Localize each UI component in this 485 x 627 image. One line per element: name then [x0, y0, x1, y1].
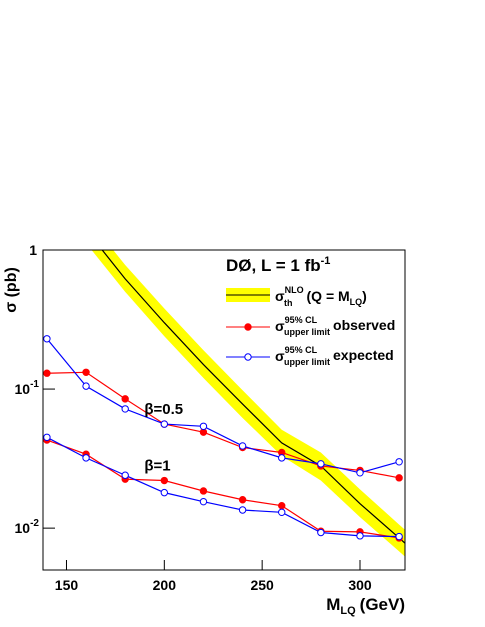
y-axis-label: σ (pb): [3, 267, 20, 313]
series-line: [46, 436, 400, 538]
data-point: [43, 433, 51, 441]
legend: σNLO th (Q = MLQ)σ95% CL upper limit observe…: [226, 285, 395, 367]
legend-entry: σ95% CL upper limit expected: [275, 345, 394, 367]
y-tick-exp: -1: [30, 379, 39, 390]
theory-line: [101, 250, 405, 545]
frame: [42, 249, 406, 571]
legend-title-main: DØ, L = 1 fb: [226, 256, 321, 275]
data-point: [395, 458, 403, 466]
legend-title-sup: -1: [321, 255, 331, 267]
data-point: [238, 496, 247, 504]
group-label: β=0.5: [144, 401, 183, 418]
sup: NLO: [285, 285, 304, 295]
data-point: [43, 369, 51, 377]
data-point: [82, 368, 90, 377]
data-point: [160, 420, 169, 428]
legend-marker: [244, 323, 252, 331]
data-point: [356, 469, 364, 477]
y-tick-exp: -2: [30, 518, 39, 529]
x-tick-label: 300: [348, 577, 372, 593]
data-point: [82, 382, 90, 390]
data-point: [199, 487, 208, 495]
data-point: [199, 422, 208, 430]
data-point: [238, 506, 247, 514]
y-tick-label: 10-1: [15, 379, 40, 397]
sym: σ: [275, 318, 285, 334]
x-tick-label: 150: [55, 577, 79, 593]
data-point: [160, 488, 169, 497]
txt-sub: LQ: [350, 297, 363, 307]
x-label-unit: (GeV): [360, 595, 405, 614]
theory-band: [91, 250, 405, 557]
name: expected: [333, 347, 394, 363]
data-point: [317, 460, 325, 468]
name: observed: [333, 317, 395, 333]
data-point: [121, 395, 129, 403]
data-point: [356, 532, 364, 540]
sub: th: [284, 298, 293, 308]
data-point: [395, 532, 403, 541]
data-point: [278, 508, 286, 516]
data-point: [121, 405, 129, 413]
txt: (Q = M: [307, 288, 350, 304]
data-point: [317, 528, 325, 537]
series-line: [46, 338, 400, 474]
legend-theory: σNLO th (Q = MLQ): [275, 285, 367, 308]
legend-entry: σ95% CL upper limit observed: [275, 315, 395, 337]
txt-end: ): [362, 288, 367, 304]
x-tick-label: 200: [153, 577, 177, 593]
sup: 95% CL: [285, 315, 318, 325]
y-tick-base: 10: [15, 520, 31, 536]
plot-area: [43, 250, 405, 557]
sub: upper limit: [284, 327, 330, 337]
y-tick-base: 10: [15, 381, 31, 397]
data-point: [43, 335, 51, 343]
group-label: β=1: [144, 458, 170, 475]
data-point: [395, 474, 403, 482]
legend-marker: [244, 353, 252, 361]
y-tick-label: 10-2: [15, 518, 40, 536]
y-tick-label: 1: [29, 242, 37, 258]
x-tick-label: 250: [250, 577, 274, 593]
data-point: [121, 471, 129, 479]
data-point: [82, 454, 90, 462]
x-label-main: M: [326, 595, 340, 614]
sup: 95% CL: [285, 345, 318, 355]
x-label-sub: LQ: [340, 605, 356, 617]
x-axis-label: MLQ (GeV): [326, 595, 405, 617]
data-point: [238, 442, 247, 450]
data-point: [160, 476, 169, 485]
sym: σ: [275, 288, 285, 304]
legend-title: DØ, L = 1 fb-1: [226, 255, 330, 275]
sym: σ: [275, 348, 285, 364]
data-point: [278, 454, 286, 462]
data-point: [199, 497, 208, 506]
sub: upper limit: [284, 357, 330, 367]
data-point: [278, 501, 286, 510]
